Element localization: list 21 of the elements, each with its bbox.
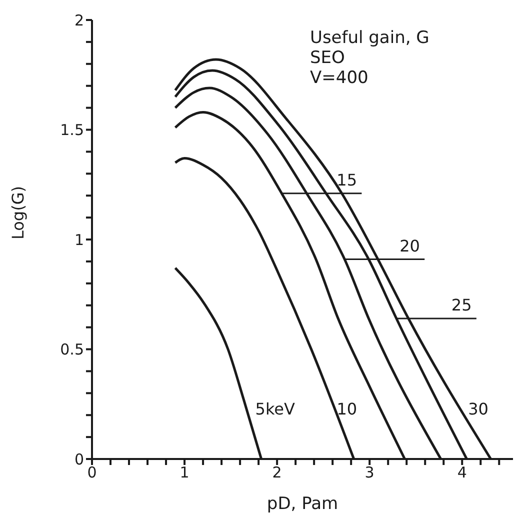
x-tick-label: 4 — [457, 464, 467, 482]
annotation: 25 — [451, 296, 472, 315]
y-tick-label: 2 — [74, 11, 84, 30]
annotation: 30 — [468, 400, 488, 419]
text: Useful gain, G — [310, 28, 430, 48]
annotation: 15 — [336, 170, 358, 190]
x-tick-label: 0 — [87, 464, 97, 482]
y-axis-title: Log(G) — [8, 186, 28, 240]
x-axis-title: pD, Pam — [266, 494, 338, 514]
annotation: 10 — [336, 400, 358, 419]
x-tick-label: 1 — [180, 464, 190, 482]
y-tick-label: 0 — [74, 450, 84, 468]
y-tick-label: 1.5 — [60, 121, 84, 140]
y-tick-label: 0.5 — [60, 340, 84, 359]
annotation: 20 — [400, 236, 420, 256]
y-tick-label: 1 — [74, 230, 84, 249]
annotation: V=400 — [310, 68, 370, 88]
text: SEO — [310, 48, 346, 68]
x-tick-label: 2 — [272, 464, 282, 482]
annotation: 5keV — [255, 400, 296, 419]
x-tick-label: 3 — [364, 464, 374, 482]
